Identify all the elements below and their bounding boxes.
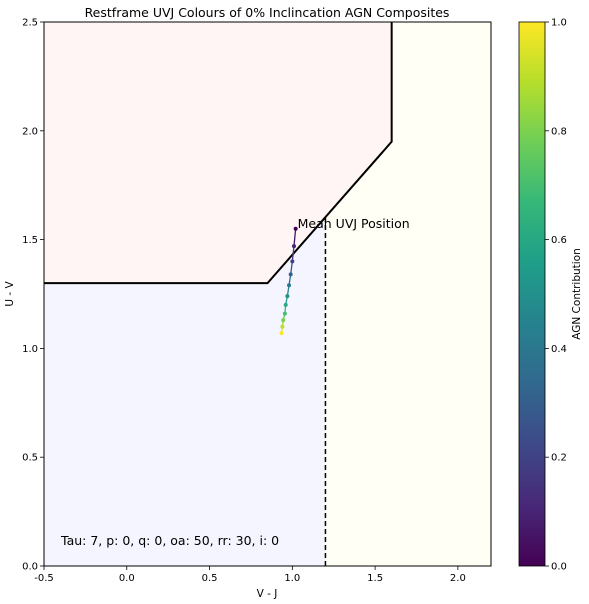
agn-point — [291, 244, 296, 249]
track-segment — [293, 228, 297, 247]
x-axis-label: V - J — [257, 588, 278, 600]
colorbar-tick-label: 1.0 — [551, 18, 567, 29]
plot-frame — [43, 21, 492, 567]
parameters-text: Tau: 7, p: 0, q: 0, oa: 50, rr: 30, i: 0 — [60, 533, 279, 548]
agn-point — [282, 311, 287, 316]
colorbar-tick-label: 0.0 — [551, 562, 567, 573]
y-tick-label: 2.0 — [22, 126, 38, 137]
y-axis-label: U - V — [4, 281, 16, 307]
agn-point — [280, 324, 285, 329]
colorbar-tick-label: 0.8 — [551, 126, 567, 137]
uvj-regions — [44, 22, 491, 566]
x-tick-label: -0.5 — [34, 573, 54, 584]
agn-track — [279, 226, 298, 336]
agn-point — [287, 283, 292, 288]
uvj-boundaries — [44, 22, 393, 566]
y-tick-label: 2.5 — [22, 18, 38, 29]
selection-boundary — [44, 22, 393, 285]
y-tick-label: 0.0 — [22, 562, 38, 573]
colorbar-tick-label: 0.2 — [551, 453, 567, 464]
x-tick-label: 1.0 — [284, 573, 300, 584]
x-tick-label: 0.5 — [202, 573, 218, 584]
colorbar-tick-label: 0.4 — [551, 344, 567, 355]
agn-point — [293, 226, 298, 231]
agn-point — [281, 318, 286, 323]
star-forming-region — [44, 216, 326, 566]
agn-point — [290, 259, 295, 264]
track-segment — [290, 261, 293, 275]
agn-point — [279, 331, 284, 336]
y-tick-label: 1.0 — [22, 344, 38, 355]
y-tick-label: 1.5 — [22, 235, 38, 246]
dusty-region — [325, 22, 491, 566]
colorbar — [518, 21, 546, 567]
agn-point — [288, 272, 293, 277]
chart-title: Restframe UVJ Colours of 0% Inclincation… — [85, 5, 450, 20]
y-axis-ticks: 0.0 0.5 1.0 1.5 2.0 2.5 — [22, 18, 44, 573]
colorbar-label: AGN Contribution — [571, 248, 583, 340]
agn-point — [285, 294, 290, 299]
colorbar-ticks: 0.0 0.2 0.4 0.6 0.8 1.0 — [545, 18, 567, 573]
x-tick-label: 0.0 — [119, 573, 135, 584]
x-tick-label: 1.5 — [367, 573, 383, 584]
y-tick-label: 0.5 — [22, 453, 38, 464]
x-axis-ticks: -0.5 0.0 0.5 1.0 1.5 2.0 — [34, 566, 466, 584]
x-tick-label: 2.0 — [450, 573, 466, 584]
quiescent-region — [44, 22, 392, 284]
colorbar-tick-label: 0.6 — [551, 235, 567, 246]
track-segment — [291, 246, 295, 262]
agn-point — [283, 302, 288, 307]
mean-uvj-annotation: Mean UVJ Position — [298, 216, 410, 231]
